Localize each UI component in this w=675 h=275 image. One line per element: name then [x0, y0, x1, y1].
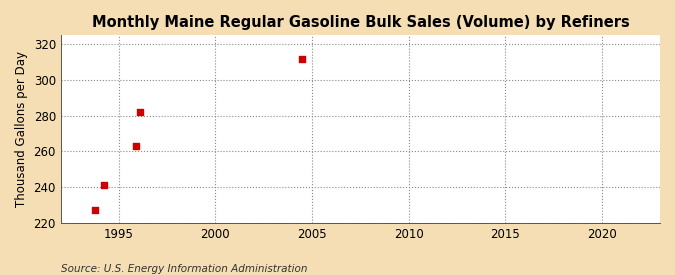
- Point: [99, 183, 109, 188]
- Text: Source: U.S. Energy Information Administration: Source: U.S. Energy Information Administ…: [61, 264, 307, 274]
- Point: [89, 208, 100, 213]
- Title: Monthly Maine Regular Gasoline Bulk Sales (Volume) by Refiners: Monthly Maine Regular Gasoline Bulk Sale…: [92, 15, 629, 30]
- Point: [297, 56, 308, 61]
- Point: [134, 110, 145, 114]
- Y-axis label: Thousand Gallons per Day: Thousand Gallons per Day: [15, 51, 28, 207]
- Point: [131, 144, 142, 148]
